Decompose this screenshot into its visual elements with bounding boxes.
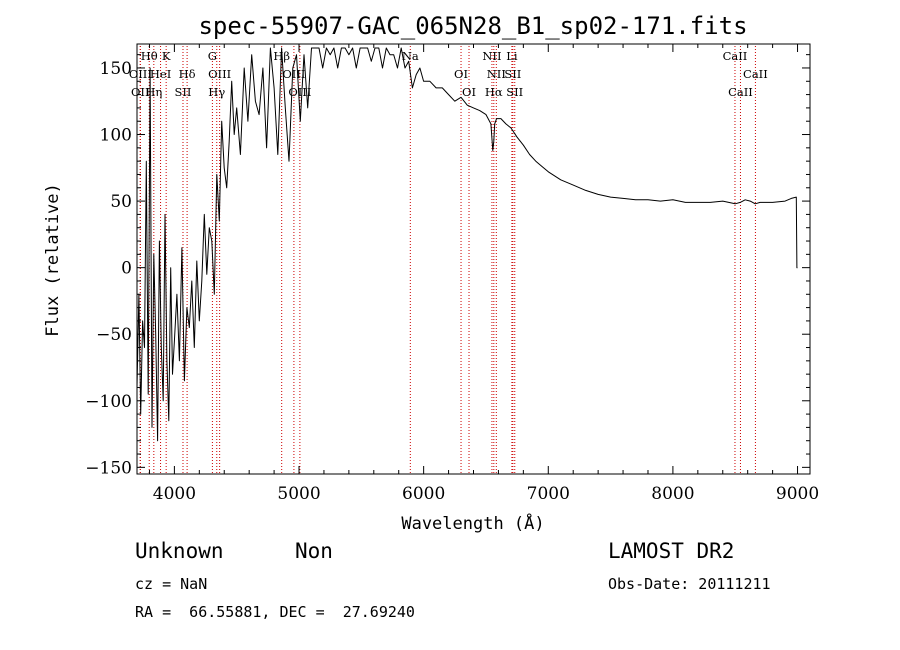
line-label-9: OIII xyxy=(208,67,231,81)
line-label-20: SII xyxy=(504,67,521,81)
object-subclass: Non xyxy=(295,539,333,563)
y-tick-label-5: 100 xyxy=(100,126,132,146)
line-label-22: SII xyxy=(506,85,523,99)
line-label-16: OI xyxy=(462,85,476,99)
y-tick-label-3: 0 xyxy=(121,259,132,279)
x-tick-label-0: 4000 xyxy=(153,484,196,504)
x-axis-label: Wavelength (Å) xyxy=(401,512,544,534)
line-label-17: NII xyxy=(482,49,501,63)
line-label-23: CaII xyxy=(723,49,748,63)
redshift-cz: cz = NaN xyxy=(135,575,208,593)
x-tick-label-4: 8000 xyxy=(651,484,694,504)
line-label-24: CaII xyxy=(743,67,768,81)
spectrum-series xyxy=(136,47,798,442)
line-label-10: Hγ xyxy=(208,85,225,99)
spectrum-line-0 xyxy=(136,47,798,442)
x-tick-label-5: 9000 xyxy=(776,484,819,504)
y-axis-label: Flux (relative) xyxy=(43,183,63,337)
line-label-15: OI xyxy=(454,67,468,81)
line-label-6: Hη xyxy=(145,85,162,99)
line-label-2: OIII xyxy=(129,67,152,81)
line-label-7: SII xyxy=(175,85,192,99)
line-label-0: Hθ xyxy=(141,49,158,63)
line-label-25: CaII xyxy=(728,85,753,99)
x-axis: 4000 5000 6000 7000 8000 9000 xyxy=(148,44,819,504)
line-label-12: OIII xyxy=(282,67,305,81)
y-tick-label-0: −150 xyxy=(85,458,132,478)
x-tick-label-2: 6000 xyxy=(402,484,445,504)
survey-name: LAMOST DR2 xyxy=(608,539,735,563)
y-tick-label-4: 50 xyxy=(110,192,132,212)
line-label-19: NII xyxy=(487,67,506,81)
line-label-18: Li xyxy=(506,49,518,63)
line-label-5: OII xyxy=(131,85,150,99)
y-axis: −150 −100 −50 0 50 100 150 xyxy=(85,54,810,478)
y-tick-label-1: −100 xyxy=(85,392,132,412)
obs-date: Obs-Date: 20111211 xyxy=(608,575,771,593)
y-tick-label-6: 150 xyxy=(100,59,132,79)
line-label-8: G xyxy=(208,49,217,63)
line-label-3: HeI xyxy=(150,67,171,81)
y-tick-label-2: −50 xyxy=(96,325,132,345)
line-label-14: Na xyxy=(402,49,419,63)
coordinates: RA = 66.55881, DEC = 27.69240 xyxy=(135,603,415,621)
x-tick-label-3: 7000 xyxy=(527,484,570,504)
chart-title: spec-55907-GAC_065N28_B1_sp02-171.fits xyxy=(198,12,747,40)
x-tick-label-1: 5000 xyxy=(277,484,320,504)
line-label-13: OIII xyxy=(288,85,311,99)
line-label-4: Hδ xyxy=(179,67,196,81)
object-class: Unknown xyxy=(135,539,224,563)
emission-line-markers xyxy=(139,46,756,474)
line-label-1: K xyxy=(162,49,171,63)
line-label-21: Hα xyxy=(485,85,503,99)
plot-frame xyxy=(136,43,811,475)
